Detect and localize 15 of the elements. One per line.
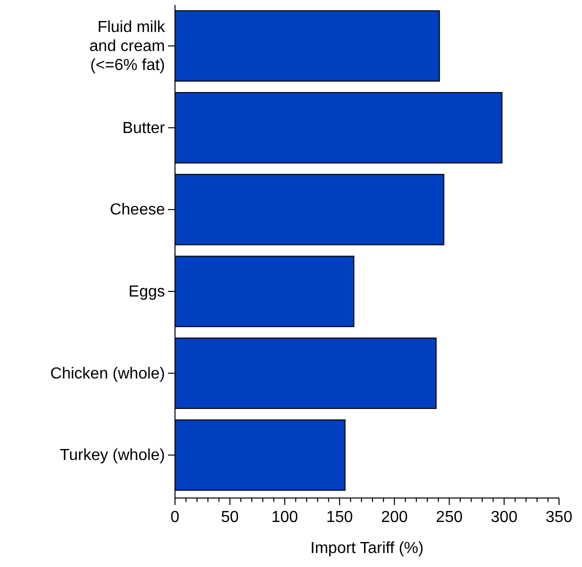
y-tick-label: Butter xyxy=(122,119,166,136)
y-tick-label: Fluid milk and cream (<=6% fat) xyxy=(89,18,166,74)
x-tick-label: 200 xyxy=(381,509,408,526)
x-tick-label: 300 xyxy=(490,509,518,526)
x-tick-label: 250 xyxy=(436,509,463,526)
x-axis-title: Import Tariff (%) xyxy=(310,540,424,557)
y-tick-label: Turkey (whole) xyxy=(60,446,165,464)
x-tick-label: 0 xyxy=(170,509,180,526)
y-tick-label: Eggs xyxy=(128,282,165,300)
y-tick-label: Chicken (whole) xyxy=(50,364,165,382)
x-tick-label: 350 xyxy=(546,509,572,526)
x-tick-label: 100 xyxy=(271,509,298,526)
x-tick-label: 150 xyxy=(326,509,354,526)
y-tick-label: Cheese xyxy=(110,201,166,218)
x-tick-label: 50 xyxy=(220,509,239,526)
